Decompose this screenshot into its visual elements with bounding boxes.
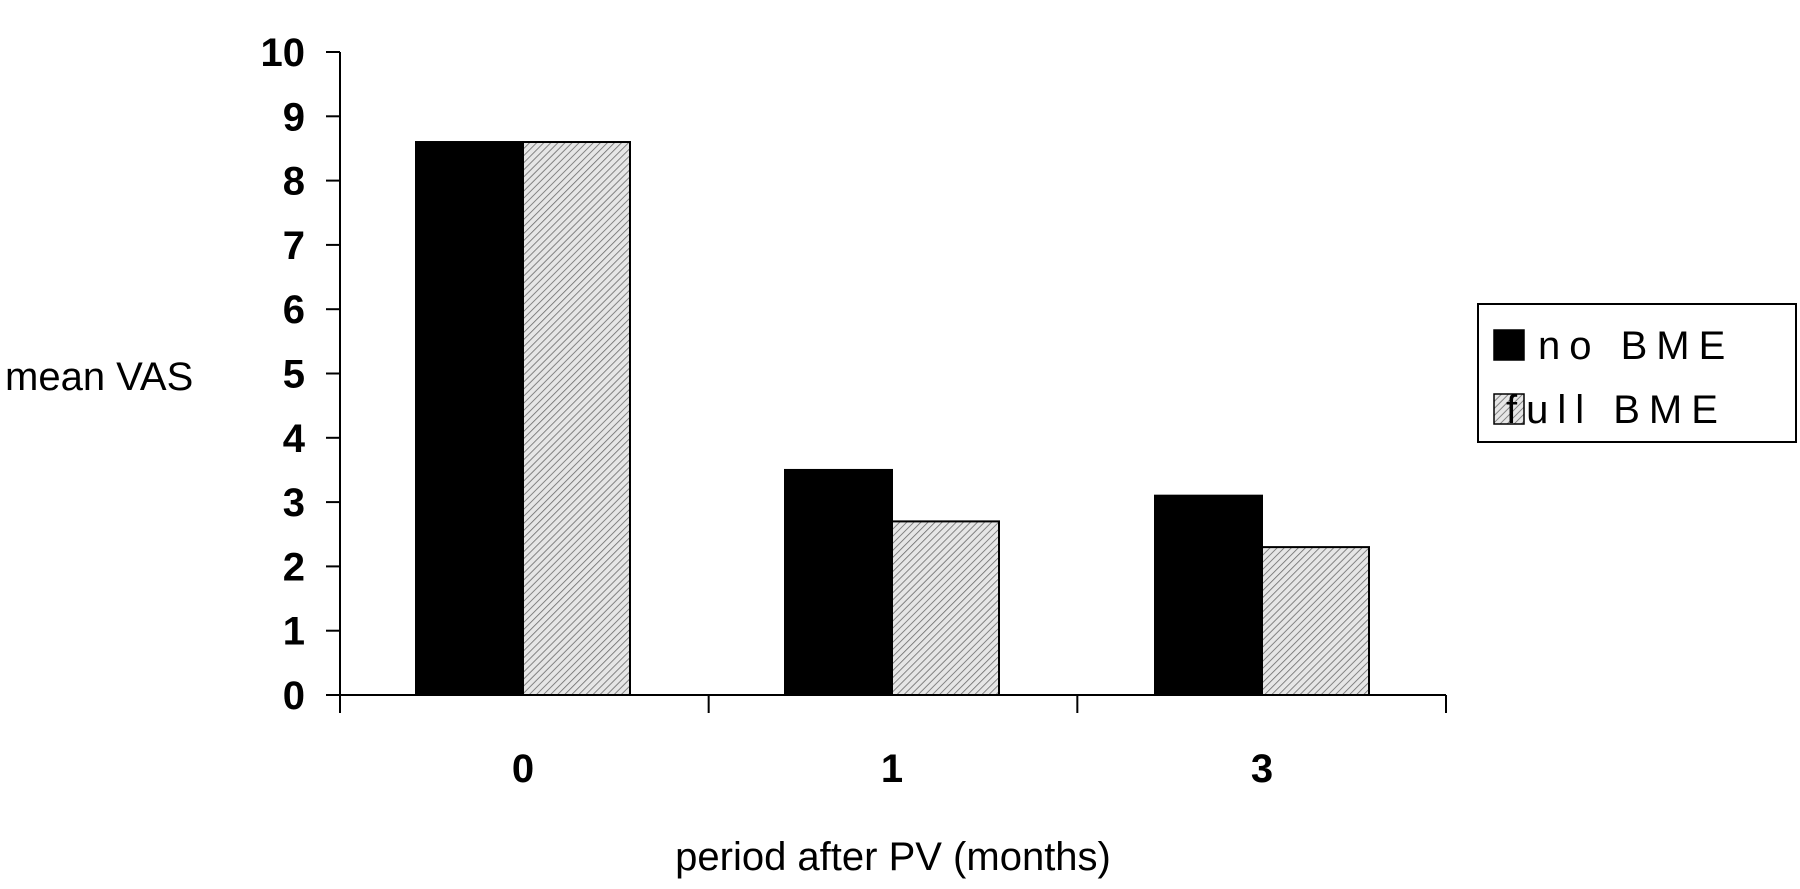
bar-no-bme-0 [415,141,524,696]
y-axis-title: mean VAS [5,355,193,399]
bar-no-bme-1 [784,468,893,697]
bar-no-bme-3 [1154,494,1263,697]
y-axis: 0 1 2 3 4 5 6 7 8 9 10 [261,31,341,718]
y-tick-label: 0 [283,674,305,718]
legend: no BME full BME [1477,303,1797,443]
x-tick-label: 0 [512,747,534,791]
y-tick-label: 7 [283,224,305,268]
x-axis-title: period after PV (months) [675,835,1111,879]
y-tick-label: 8 [283,160,305,204]
y-tick-label: 6 [283,288,305,332]
legend-swatch-full-bme [1493,393,1525,425]
y-tick-label: 2 [283,545,305,589]
legend-frame [1477,303,1797,443]
legend-label-full-bme: full BME [1506,388,1727,432]
bar-full-bme-1 [891,520,1000,697]
y-tick-label: 1 [283,610,305,654]
y-tick-label: 4 [283,417,306,461]
x-tick-label: 3 [1251,747,1273,791]
y-tick-label: 9 [283,95,305,139]
y-tick-label: 3 [283,481,305,525]
bars-group [415,141,1370,697]
x-axis: 0 1 3 [339,694,1447,791]
legend-label-no-bme: no BME [1538,324,1734,368]
legend-swatch-no-bme [1493,329,1525,361]
y-tick-label: 5 [283,353,305,397]
y-tick-label: 10 [261,31,306,75]
bar-full-bme-0 [522,141,631,696]
x-tick-label: 1 [881,747,903,791]
bar-full-bme-3 [1261,546,1370,696]
